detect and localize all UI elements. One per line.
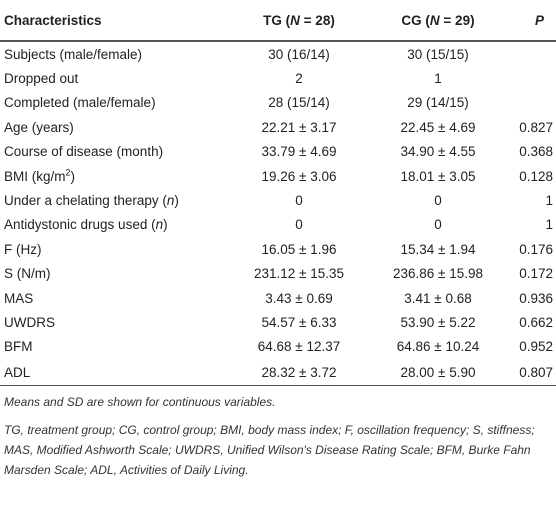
page: Characteristics TG (N = 28) CG (N = 29) P S… xyxy=(0,0,556,480)
footnotes: Means and SD are shown for continuous va… xyxy=(0,386,556,480)
table-cell: Completed (male/female) xyxy=(4,95,156,111)
table-cell: MAS xyxy=(4,290,34,306)
table-cell: F (Hz) xyxy=(4,241,42,257)
table-header: Characteristics TG (N = 28) CG (N = 29) P xyxy=(0,0,556,42)
table-cell: 28 (15/14) xyxy=(268,95,330,111)
table-cell: 236.86 ± 15.98 xyxy=(393,266,483,282)
table-cell: Dropped out xyxy=(4,71,79,87)
table-cell: 0.827 xyxy=(519,119,553,135)
table-cell: 16.05 ± 1.96 xyxy=(261,241,337,257)
table-cell: 22.45 ± 4.69 xyxy=(400,119,476,135)
table-cell: Age (years) xyxy=(4,119,74,135)
text-segment: CG ( xyxy=(401,12,430,28)
table-cell: 29 (14/15) xyxy=(407,95,469,111)
table-row: UWDRS 54.57 ± 6.33 53.90 ± 5.22 0.662 xyxy=(0,310,556,334)
table-cell: 28.00 ± 5.90 xyxy=(370,359,506,387)
column-header: TG (N = 28) xyxy=(228,0,370,42)
column-header: P xyxy=(506,0,556,42)
table-cell: 0.807 xyxy=(506,359,556,387)
table-cell: 18.01 ± 3.05 xyxy=(400,168,476,184)
footnote: Means and SD are shown for continuous va… xyxy=(4,395,276,410)
table-row: MAS 3.43 ± 0.69 3.41 ± 0.68 0.936 xyxy=(0,286,556,310)
table-row: F (Hz) 16.05 ± 1.96 15.34 ± 1.94 0.176 xyxy=(0,237,556,261)
table-row: S (N/m) 231.12 ± 15.35 236.86 ± 15.98 0.172 xyxy=(0,262,556,286)
table-cell: S (N/m) xyxy=(4,266,51,282)
table-cell: 34.90 ± 4.55 xyxy=(400,144,476,160)
table-cell: 33.79 ± 4.69 xyxy=(261,144,337,160)
table-cell: 1 xyxy=(545,217,553,233)
text-segment: TG ( xyxy=(263,12,291,28)
text-segment: Antidystonic drugs used ( xyxy=(4,217,156,233)
text-segment: Under a chelating therapy ( xyxy=(4,193,167,209)
table-body: Subjects (male/female) 30 (16/14) 30 (15/1… xyxy=(0,41,556,387)
table-row: Subjects (male/female) 30 (16/14) 30 (15/1… xyxy=(0,41,556,66)
table-cell: 30 (16/14) xyxy=(268,46,330,62)
italic-segment: n xyxy=(155,217,164,233)
text-segment: BMI (kg/m xyxy=(4,168,66,184)
table-cell: 3.43 ± 0.69 xyxy=(265,290,333,306)
table-cell: 0.172 xyxy=(519,266,553,282)
header-row: Characteristics TG (N = 28) CG (N = 29) P xyxy=(0,0,556,42)
table-cell: 30 (15/15) xyxy=(407,46,469,62)
table-cell: 2 xyxy=(295,71,303,87)
column-header: CG (N = 29) xyxy=(370,0,506,42)
table-cell xyxy=(506,91,556,115)
table-cell: UWDRS xyxy=(4,314,55,330)
italic-segment: N xyxy=(290,12,300,28)
table-cell: Antidystonic drugs used (n) xyxy=(0,213,228,237)
table-cell: 54.57 ± 6.33 xyxy=(261,314,337,330)
table-cell: 0.128 xyxy=(519,168,553,184)
table-cell: 15.34 ± 1.94 xyxy=(400,241,476,257)
table-cell: 19.26 ± 3.06 xyxy=(261,168,337,184)
table: Characteristics TG (N = 28) CG (N = 29) P S… xyxy=(0,0,556,387)
table-cell: 1 xyxy=(545,193,553,209)
table-cell: 0 xyxy=(434,217,442,233)
table-cell: Subjects (male/female) xyxy=(4,46,143,62)
table-row: Course of disease (month) 33.79 ± 4.69 34.… xyxy=(0,140,556,164)
text-segment: ) xyxy=(163,217,168,233)
superscript: 2 xyxy=(65,167,71,178)
table-cell: Course of disease (month) xyxy=(4,144,164,160)
table-row: BFM 64.68 ± 12.37 64.86 ± 10.24 0.952 xyxy=(0,335,556,359)
text-segment: = 28) xyxy=(299,12,335,28)
text-segment: ) xyxy=(174,193,179,209)
table-row: ADL 28.32 ± 3.72 28.00 ± 5.90 0.807 xyxy=(0,359,556,387)
table-cell: BFM xyxy=(4,339,33,355)
table-cell: 231.12 ± 15.35 xyxy=(254,266,344,282)
table-cell: 0 xyxy=(295,193,303,209)
italic-segment: P xyxy=(534,12,544,28)
table-cell: 0.936 xyxy=(519,290,553,306)
column-header: Characteristics xyxy=(0,0,228,42)
text-segment: = 29) xyxy=(439,12,475,28)
table-cell: 0.368 xyxy=(519,144,553,160)
italic-segment: N xyxy=(429,12,440,28)
table-cell: 0.662 xyxy=(519,314,553,330)
table-cell: ADL xyxy=(0,359,228,387)
table-cell: 3.41 ± 0.68 xyxy=(404,290,472,306)
table-row: Dropped out 2 1 xyxy=(0,66,556,90)
table-cell: 1 xyxy=(434,71,442,87)
table-cell: Under a chelating therapy (n) xyxy=(0,188,228,212)
table-row: Completed (male/female) 28 (15/14) 29 (14/… xyxy=(0,91,556,115)
table-cell: BMI (kg/m2) xyxy=(0,164,228,188)
footnote: TG, treatment group; CG, control group; … xyxy=(4,423,535,478)
table-cell: 28.32 ± 3.72 xyxy=(228,359,370,387)
table-cell: 64.68 ± 12.37 xyxy=(257,339,341,355)
table-cell: 0 xyxy=(434,193,442,209)
table-row: BMI (kg/m2) 19.26 ± 3.06 18.01 ± 3.05 0.128 xyxy=(0,164,556,188)
table-cell: 0.952 xyxy=(519,339,553,355)
table-row: Age (years) 22.21 ± 3.17 22.45 ± 4.69 0.827 xyxy=(0,115,556,139)
table-cell: 0.176 xyxy=(519,241,553,257)
table-cell: 0 xyxy=(295,217,303,233)
italic-segment: n xyxy=(166,193,175,209)
table-row: Antidystonic drugs used (n) 0 0 1 xyxy=(0,213,556,237)
table-row: Under a chelating therapy (n) 0 0 1 xyxy=(0,188,556,212)
table-cell: 22.21 ± 3.17 xyxy=(261,119,337,135)
table-cell xyxy=(506,66,556,90)
table-cell: 64.86 ± 10.24 xyxy=(396,339,480,355)
table-cell: 53.90 ± 5.22 xyxy=(400,314,476,330)
text-segment: ) xyxy=(70,168,76,184)
table-cell xyxy=(506,41,556,66)
